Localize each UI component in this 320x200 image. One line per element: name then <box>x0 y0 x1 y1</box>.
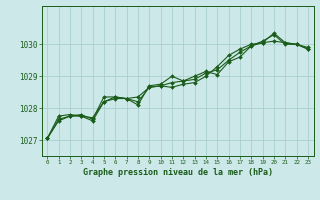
X-axis label: Graphe pression niveau de la mer (hPa): Graphe pression niveau de la mer (hPa) <box>83 168 273 177</box>
